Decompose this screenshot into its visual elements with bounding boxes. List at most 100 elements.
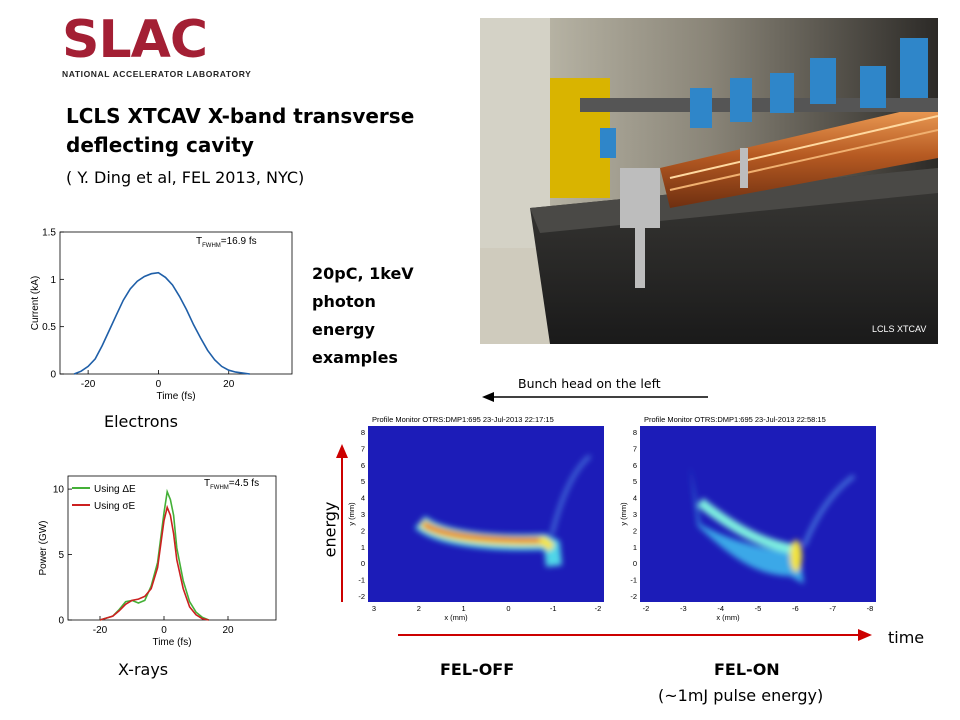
image-y-tick: 0 <box>633 559 637 568</box>
x-tick-label: 0 <box>156 379 162 390</box>
image-y-tick: 3 <box>633 510 637 519</box>
image-x-tick: 1 <box>462 604 466 613</box>
image-y-tick: -1 <box>630 576 637 585</box>
y-tick-label: 10 <box>53 485 65 496</box>
image-background <box>640 426 876 602</box>
beam-mid <box>696 498 799 555</box>
photo-caption: LCLS XTCAV <box>872 324 926 334</box>
xtcav-photo: LCLS XTCAV <box>480 18 938 344</box>
xtcav-photo-drawing: LCLS XTCAV <box>480 18 938 344</box>
slac-subtitle: NATIONAL ACCELERATOR LABORATORY <box>62 69 252 79</box>
fel-off-label: FEL-OFF <box>440 660 515 679</box>
y-tick-label: 1 <box>50 275 56 286</box>
current-profile-chart: 0 0.5 1 1.5 -20 0 20 Time (fs) Current (kA) TFWHM… <box>30 228 293 402</box>
series-line-1 <box>99 488 210 621</box>
fel-off-image: Profile Monitor OTRS:DMP1:695 23-Jul-201… <box>347 415 604 622</box>
conditions-line-4: examples <box>312 348 398 367</box>
y-tick-label: 0 <box>58 616 64 627</box>
image-y-tick: -1 <box>358 576 365 585</box>
conditions-line-1: 20pC, 1keV <box>312 264 414 283</box>
electrons-label: Electrons <box>104 412 178 431</box>
energy-label: energy <box>320 501 340 558</box>
fwhm-annotation: TFWHM=16.9 fs <box>196 236 257 249</box>
energy-arrow-head <box>336 444 348 458</box>
time-arrow <box>398 629 872 641</box>
time-arrow-head <box>858 629 872 641</box>
image-x-tick: 2 <box>417 604 421 613</box>
beam-trace <box>690 466 856 584</box>
image-x-label: x (mm) <box>444 613 468 622</box>
image-x-label: x (mm) <box>716 613 740 622</box>
x-axis-label: Time (fs) <box>152 637 191 648</box>
image-y-tick: 8 <box>633 428 637 437</box>
image-title: Profile Monitor OTRS:DMP1:695 23-Jul-201… <box>644 415 826 424</box>
power-profile-chart: 0 5 10 -20 0 20 Time (fs) Power (GW) TFWHM=4.5 f… <box>38 475 277 648</box>
y-axis-label: Current (kA) <box>30 276 41 330</box>
legend-entry-1: Using ΔE <box>94 484 136 495</box>
slac-logo: SLAC NATIONAL ACCELERATOR LABORATORY <box>62 14 252 84</box>
energy-arrow <box>336 444 348 602</box>
image-y-tick: 6 <box>361 461 365 470</box>
plot-frame <box>67 475 277 621</box>
image-x-tick: 0 <box>506 604 510 613</box>
plot-frame <box>59 231 293 375</box>
title-line-1: LCLS XTCAV X-band transverse <box>66 104 415 128</box>
image-y-tick: 1 <box>361 543 365 552</box>
image-y-tick: 7 <box>361 444 365 453</box>
xrays-label: X-rays <box>118 660 169 679</box>
image-y-tick: 5 <box>633 477 637 486</box>
legend-entry-2: Using σE <box>94 501 136 512</box>
beam-core <box>422 522 541 542</box>
image-y-tick: 4 <box>633 494 637 503</box>
title-line-2: deflecting cavity <box>66 133 254 157</box>
x-tick-label: -20 <box>93 625 108 636</box>
y-tick-label: 1.5 <box>42 228 56 239</box>
x-tick-label: 20 <box>222 625 234 636</box>
image-x-tick: -7 <box>829 604 836 613</box>
time-label: time <box>888 628 925 647</box>
fel-on-label: FEL-ON <box>714 660 780 679</box>
image-y-tick: 1 <box>633 543 637 552</box>
image-y-tick: -2 <box>630 592 637 601</box>
image-y-tick: 3 <box>361 510 365 519</box>
x-axis-label: Time (fs) <box>156 391 195 402</box>
image-y-tick: -2 <box>358 592 365 601</box>
series-line-2 <box>99 504 209 621</box>
citation: ( Y. Ding et al, FEL 2013, NYC) <box>66 168 305 187</box>
bunch-head-arrow <box>482 392 708 402</box>
x-tick-label: -20 <box>81 379 96 390</box>
beam-halo <box>690 466 804 584</box>
y-tick-label: 0.5 <box>42 322 56 333</box>
image-y-label: y (mm) <box>619 502 628 526</box>
image-x-tick: -2 <box>643 604 650 613</box>
beam-trace <box>414 454 592 567</box>
beam-tail <box>550 454 592 535</box>
conditions-line-2: photon <box>312 292 376 311</box>
image-x-tick: -6 <box>792 604 799 613</box>
image-x-tick: -3 <box>680 604 687 613</box>
fwhm-annotation: TFWHM=4.5 fs <box>204 478 259 491</box>
image-y-tick: 7 <box>633 444 637 453</box>
image-x-tick: -8 <box>867 604 874 613</box>
series-line-1 <box>73 271 250 375</box>
y-tick-label: 5 <box>58 550 64 561</box>
y-tick-label: 0 <box>50 370 56 381</box>
image-background <box>368 426 604 602</box>
y-axis-label: Power (GW) <box>38 521 49 576</box>
image-y-tick: 0 <box>361 559 365 568</box>
image-x-tick: -2 <box>595 604 602 613</box>
image-y-tick: 2 <box>361 526 365 535</box>
beam-tail <box>802 474 856 547</box>
image-x-tick: -5 <box>755 604 762 613</box>
image-y-tick: 4 <box>361 494 365 503</box>
image-x-tick: -4 <box>717 604 724 613</box>
image-title: Profile Monitor OTRS:DMP1:695 23-Jul-201… <box>372 415 554 424</box>
x-tick-label: 0 <box>161 625 167 636</box>
x-tick-label: 20 <box>223 379 235 390</box>
slide-title: LCLS XTCAV X-band transverse deflecting … <box>66 102 414 160</box>
image-y-tick: 6 <box>633 461 637 470</box>
fel-on-image: Profile Monitor OTRS:DMP1:695 23-Jul-201… <box>619 415 876 622</box>
image-y-tick: 8 <box>361 428 365 437</box>
image-x-tick: -1 <box>550 604 557 613</box>
conditions-text: 20pC, 1keV photon energy examples <box>312 260 414 372</box>
